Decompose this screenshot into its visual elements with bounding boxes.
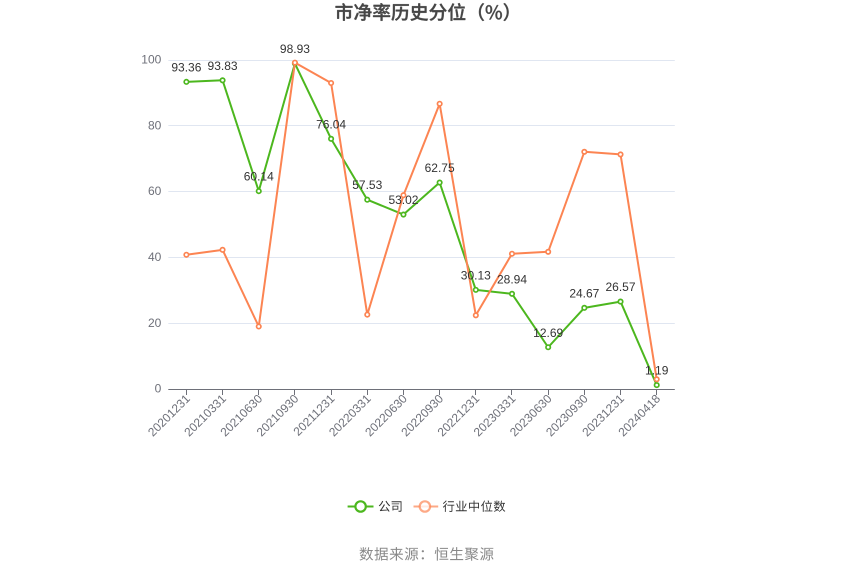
svg-text:30.13: 30.13 [461,268,491,282]
svg-text:60.14: 60.14 [244,170,274,184]
svg-text:76.04: 76.04 [316,117,346,131]
svg-text:93.36: 93.36 [171,60,201,74]
svg-text:40: 40 [148,250,162,264]
svg-text:28.94: 28.94 [497,272,527,286]
svg-text:1.19: 1.19 [645,364,669,378]
svg-text:57.53: 57.53 [352,178,382,192]
svg-text:26.57: 26.57 [606,280,636,294]
svg-text:60: 60 [148,184,162,198]
svg-text:98.93: 98.93 [280,42,310,56]
svg-text:12.69: 12.69 [533,326,563,340]
svg-text:53.02: 53.02 [388,193,418,207]
svg-text:80: 80 [148,118,162,132]
svg-text:93.83: 93.83 [208,59,238,73]
svg-text:100: 100 [141,53,161,67]
svg-text:0: 0 [155,382,162,396]
svg-text:62.75: 62.75 [425,161,455,175]
svg-text:20: 20 [148,316,162,330]
svg-text:24.67: 24.67 [569,286,599,300]
